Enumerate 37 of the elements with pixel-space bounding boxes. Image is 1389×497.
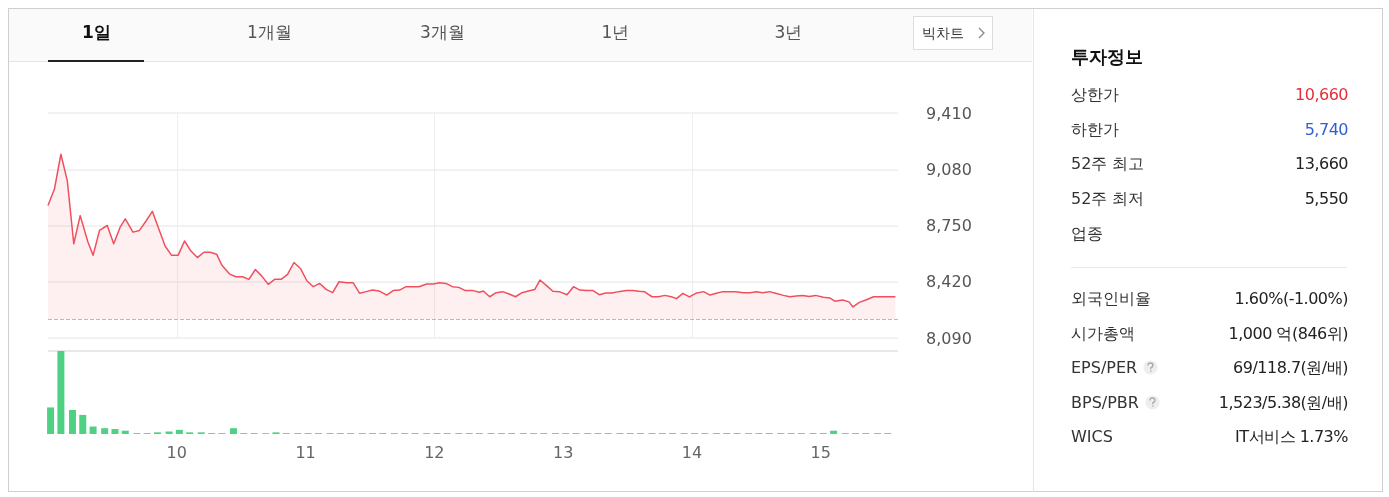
category-label: 업종 xyxy=(1071,223,1103,245)
text: 5,740 xyxy=(1304,119,1348,139)
category-label: WICS xyxy=(1071,427,1113,447)
category-label: 52주 최저 xyxy=(1071,189,1145,211)
category-label: 52주 최고 xyxy=(1071,154,1145,176)
x-tick-label: 11 xyxy=(295,442,316,462)
text: 10,660 xyxy=(1295,85,1348,104)
x-tick-label: 12 xyxy=(424,442,445,462)
category-label: 하한가 xyxy=(1071,119,1119,141)
x-tick-label: 13 xyxy=(552,442,574,462)
y-tick-label: 9,410 xyxy=(926,103,972,123)
text: 1,523/5.38(원/배) xyxy=(1218,392,1348,412)
x-tick-label: 15 xyxy=(810,442,831,462)
text: 1년 xyxy=(600,21,631,44)
text: IT서비스 1.73% xyxy=(1235,427,1348,447)
x-tick-label: 10 xyxy=(166,442,187,462)
y-tick-label: 8,090 xyxy=(926,328,972,348)
x-tick-label: 14 xyxy=(681,442,703,462)
text: 1.60%(-1.00%) xyxy=(1234,289,1348,308)
text: 1,000 억(846위) xyxy=(1228,323,1348,343)
text: 1개월 xyxy=(246,21,293,44)
text: 빅차트 xyxy=(922,25,964,43)
y-tick-label: 8,750 xyxy=(926,216,972,235)
text: 3년 xyxy=(773,21,804,44)
category-label: BPS/PBR xyxy=(1071,392,1139,412)
text: 1일 xyxy=(81,21,112,44)
text: 69/118.7(원/배) xyxy=(1233,358,1348,378)
y-tick-label: 9,080 xyxy=(926,159,972,179)
category-label: 시가총액 xyxy=(1071,323,1135,345)
y-tick-label: 8,420 xyxy=(926,272,972,292)
category-label: 외국인비율 xyxy=(1071,289,1151,310)
text: 13,660 xyxy=(1295,154,1348,174)
text: 투자정보 xyxy=(1071,45,1143,69)
category-label: EPS/PER xyxy=(1071,358,1138,378)
category-label: 상한가 xyxy=(1071,85,1119,106)
text: 3개월 xyxy=(419,21,466,44)
text: 5,550 xyxy=(1304,189,1348,209)
